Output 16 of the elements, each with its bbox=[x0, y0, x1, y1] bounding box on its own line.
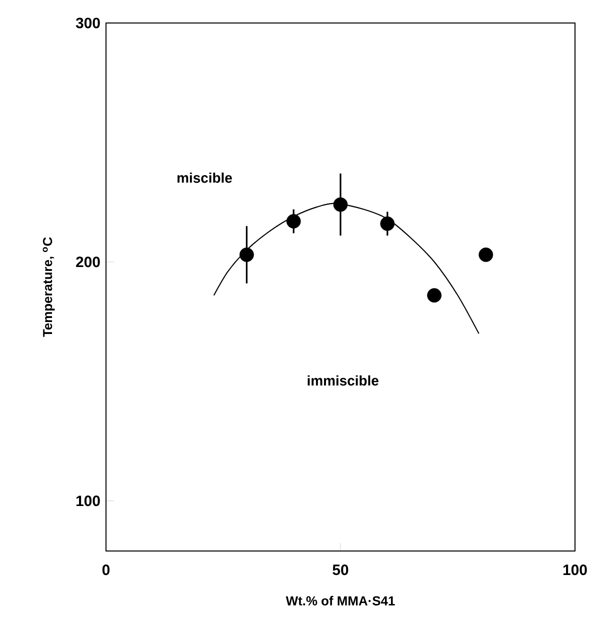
y-tick-label: 200 bbox=[76, 256, 100, 268]
point bbox=[333, 197, 348, 212]
x-axis-title: Wt.% of MMA·S41 bbox=[286, 596, 395, 606]
point bbox=[427, 288, 442, 303]
x-tick-label: 0 bbox=[102, 564, 110, 576]
y-tick-label: 300 bbox=[76, 18, 100, 28]
y-tick-label: 100 bbox=[76, 496, 100, 506]
x-tick-label: 100 bbox=[563, 564, 587, 576]
point bbox=[240, 248, 254, 262]
point bbox=[286, 214, 301, 228]
annotation: miscible bbox=[178, 172, 232, 183]
y-axis-title: Temperature, $^{o}$C bbox=[42, 237, 55, 337]
x-tick-label: 50 bbox=[332, 564, 348, 576]
point bbox=[380, 216, 395, 231]
point bbox=[478, 248, 494, 262]
annotation: immiscible bbox=[308, 375, 378, 386]
